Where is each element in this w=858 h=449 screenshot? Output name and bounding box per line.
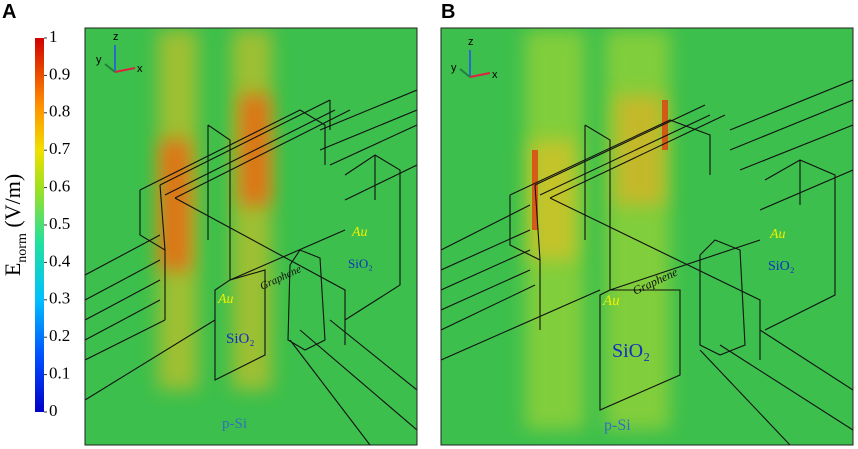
tick-label: 0.9 bbox=[49, 64, 70, 83]
tick-label: 0 bbox=[49, 401, 58, 420]
unit: (V/m) bbox=[0, 174, 25, 228]
tick-label: 0.3 bbox=[49, 289, 70, 308]
axis-name: z bbox=[468, 36, 474, 48]
annotation: Au bbox=[769, 227, 786, 242]
axis-name: z bbox=[113, 31, 119, 43]
panel-frame bbox=[84, 27, 418, 446]
annotation: p-Si bbox=[222, 416, 247, 432]
panel-label: B bbox=[441, 1, 455, 23]
axis-name: y bbox=[451, 62, 457, 74]
colorbar bbox=[35, 38, 44, 412]
symbol: E bbox=[0, 263, 25, 276]
axis-name: x bbox=[137, 63, 143, 75]
annotation: Au bbox=[217, 292, 234, 307]
tick-label: 0.4 bbox=[49, 251, 71, 270]
colorbar-ticks: 0 0.1 0.2 0.3 0.4 0.5 0.6 0.7 0.8 0.9 1 bbox=[44, 27, 71, 420]
tick-label: 0.8 bbox=[49, 102, 70, 121]
axis-name: x bbox=[492, 69, 498, 81]
panel-image bbox=[441, 28, 853, 445]
annotation: SiO₂ bbox=[612, 340, 650, 362]
annotation: p-Si bbox=[604, 417, 631, 434]
annotation: Au bbox=[351, 225, 368, 240]
annotation: SiO₂ bbox=[768, 259, 795, 274]
panel-image bbox=[85, 28, 417, 445]
axis-triad bbox=[459, 50, 491, 78]
subscript: norm bbox=[15, 233, 30, 263]
annotation: Au bbox=[602, 293, 620, 309]
annotation: SiO₂ bbox=[226, 331, 255, 347]
tick-label: 0.6 bbox=[49, 177, 70, 196]
axis-name: y bbox=[96, 54, 102, 66]
axis-triad bbox=[104, 45, 136, 73]
tick-label: 0.2 bbox=[49, 326, 70, 345]
panel-label: A bbox=[2, 1, 16, 23]
annotation: SiO₂ bbox=[348, 256, 373, 271]
tick-label: 1 bbox=[49, 27, 58, 46]
tick-label: 0.7 bbox=[49, 139, 71, 158]
colorbar-label: Enorm (V/m) bbox=[0, 174, 30, 276]
panel-frame bbox=[440, 27, 854, 446]
tick-label: 0.1 bbox=[49, 364, 70, 383]
tick-label: 0.5 bbox=[49, 214, 70, 233]
